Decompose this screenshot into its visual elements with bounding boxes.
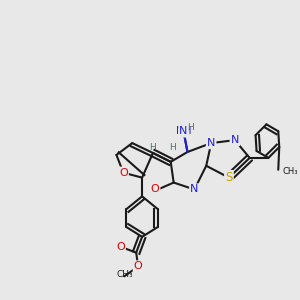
Text: O: O	[116, 242, 125, 252]
Text: NH: NH	[176, 126, 191, 136]
Text: CH₃: CH₃	[116, 270, 133, 279]
Text: H: H	[187, 123, 194, 132]
Text: O: O	[134, 261, 142, 272]
Text: CH₃: CH₃	[282, 167, 298, 176]
Text: O: O	[151, 184, 159, 194]
Text: N: N	[231, 135, 239, 145]
Text: S: S	[225, 171, 233, 184]
Text: H: H	[150, 142, 156, 152]
Text: N: N	[190, 184, 199, 194]
Text: N: N	[179, 126, 188, 136]
Text: O: O	[119, 168, 128, 178]
Text: H: H	[169, 142, 176, 152]
Text: N: N	[207, 138, 215, 148]
